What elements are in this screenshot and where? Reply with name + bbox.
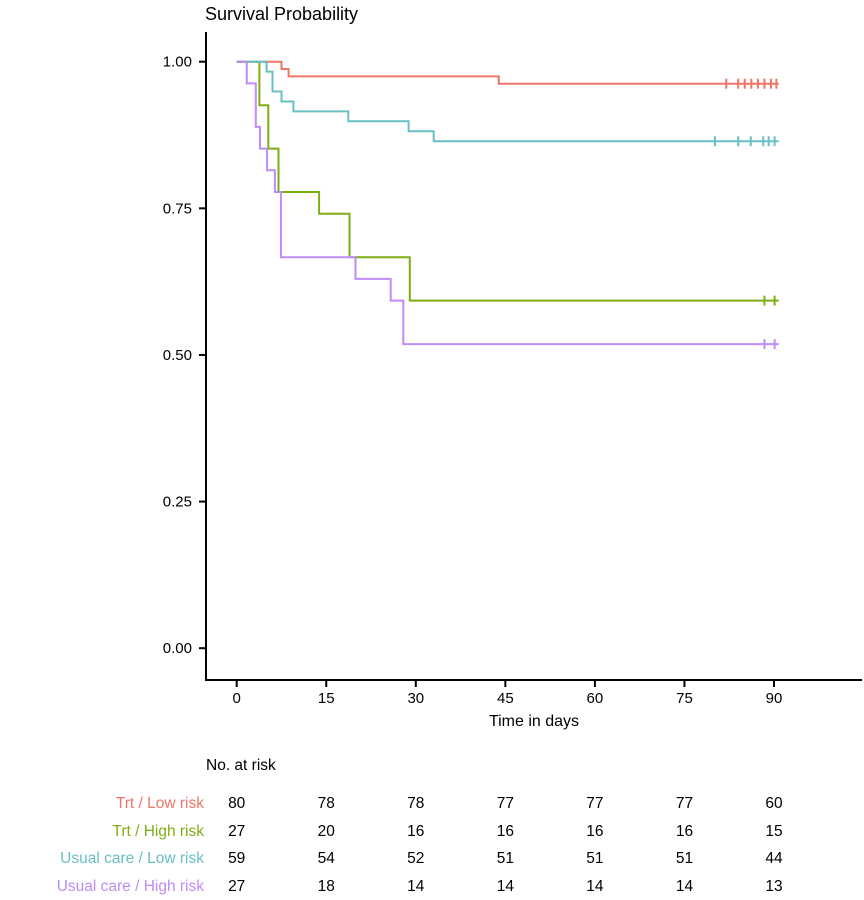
risk-label-usual-care-low-risk: Usual care / Low risk <box>60 850 204 867</box>
x-ticks: 0 15 30 45 60 75 90 <box>233 680 783 707</box>
risk-count-usual-care-low-risk-day-75: 51 <box>675 850 694 867</box>
risk-count-usual-care-low-risk-day-60: 51 <box>586 850 604 867</box>
y-axis: 1.00 0.75 0.50 0.25 0.00 <box>163 32 207 681</box>
km-plot: Survival Probability 1.00 0.75 0.50 0.25 0.0… <box>163 4 862 730</box>
risk-count-usual-care-low-risk-day-90: 44 <box>765 850 783 867</box>
km-curve-usual-care-low-risk <box>236 60 779 143</box>
risk-count-usual-care-high-risk-day-15: 18 <box>317 877 335 895</box>
risk-count-trt-low-risk-day-0: 80 <box>228 794 246 812</box>
risk-count-trt-high-risk-day-15: 20 <box>317 822 335 840</box>
risk-count-usual-care-low-risk-day-15: 54 <box>317 850 335 867</box>
risk-count-trt-high-risk-day-90: 15 <box>765 822 783 840</box>
risk-count-usual-care-high-risk-day-0: 27 <box>228 877 246 895</box>
risk-table-title: No. at risk <box>206 757 276 774</box>
x-tick-label: 30 <box>407 690 424 707</box>
risk-count-trt-high-risk-day-45: 16 <box>496 822 514 840</box>
risk-count-trt-low-risk-day-90: 60 <box>765 794 783 812</box>
x-tick-label: 60 <box>587 690 604 707</box>
x-tick-label: 90 <box>766 690 783 707</box>
y-ticks: 1.00 0.75 0.50 0.25 0.00 <box>163 54 206 657</box>
x-tick-label: 75 <box>676 690 693 707</box>
risk-count-trt-high-risk-day-0: 27 <box>228 822 246 840</box>
plot-title: Survival Probability <box>205 4 358 24</box>
risk-label-trt-high-risk: Trt / High risk <box>112 822 204 840</box>
censor-marks <box>713 78 778 350</box>
y-tick-label: 1.00 <box>163 54 192 71</box>
x-tick-label: 0 <box>233 690 241 707</box>
risk-label-usual-care-high-risk: Usual care / High risk <box>56 877 204 895</box>
risk-count-trt-low-risk-day-45: 77 <box>496 794 514 812</box>
risk-count-usual-care-high-risk-day-45: 14 <box>496 877 514 895</box>
y-tick-label: 0.50 <box>163 347 192 364</box>
risk-count-usual-care-low-risk-day-0: 59 <box>228 850 246 867</box>
risk-count-trt-high-risk-day-75: 16 <box>675 822 694 840</box>
risk-count-usual-care-high-risk-day-90: 13 <box>765 877 783 895</box>
km-curves <box>236 60 779 346</box>
risk-count-trt-low-risk-day-15: 78 <box>317 794 335 812</box>
km-curve-trt-low-risk <box>236 60 779 85</box>
y-tick-label: 0.75 <box>163 200 192 217</box>
x-axis: 0 15 30 45 60 75 90 Time in days <box>205 679 862 730</box>
risk-count-usual-care-high-risk-day-30: 14 <box>407 877 425 895</box>
risk-count-trt-low-risk-day-30: 78 <box>407 794 425 812</box>
x-tick-label: 15 <box>318 690 335 707</box>
risk-count-usual-care-low-risk-day-45: 51 <box>496 850 514 867</box>
risk-label-trt-low-risk: Trt / Low risk <box>115 794 204 812</box>
y-tick-label: 0.00 <box>163 640 192 657</box>
km-curve-trt-high-risk <box>236 60 779 302</box>
x-axis-label: Time in days <box>489 713 579 730</box>
risk-count-trt-low-risk-day-75: 77 <box>675 794 694 812</box>
risk-count-usual-care-high-risk-day-60: 14 <box>586 877 604 895</box>
risk-count-trt-high-risk-day-30: 16 <box>407 822 425 840</box>
km-curve-usual-care-high-risk <box>236 60 779 346</box>
risk-count-usual-care-low-risk-day-30: 52 <box>407 850 425 867</box>
risk-count-usual-care-high-risk-day-75: 14 <box>675 877 694 895</box>
y-tick-label: 0.25 <box>163 494 192 511</box>
risk-count-trt-low-risk-day-60: 77 <box>586 794 604 812</box>
x-tick-label: 45 <box>497 690 514 707</box>
risk-count-trt-high-risk-day-60: 16 <box>586 822 604 840</box>
